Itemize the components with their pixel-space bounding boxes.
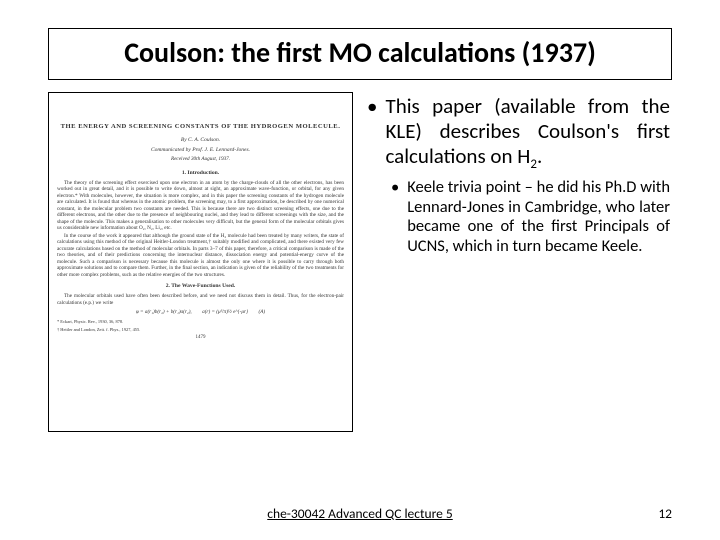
- bullet-dot-icon: •: [391, 178, 399, 256]
- paper-equation: φ = a(r₁)b(r₂) + b(r₁)a(r₂), a(r) = (μ³/…: [57, 309, 344, 316]
- paper-ref1: * Eckart, Physic. Rev., 1930, 36, 878.: [57, 319, 344, 325]
- bullet-main: • This paper (available from the KLE) de…: [367, 94, 670, 168]
- slide-title: Coulson: the first MO calculations (1937…: [63, 37, 657, 69]
- bullet-sub-text: Keele trivia point – he did his Ph.D wit…: [407, 178, 670, 256]
- footer-page-number: 12: [658, 505, 672, 522]
- paper-received: Received 30th August, 1937.: [57, 156, 344, 163]
- paper-communicated: Communicated by Prof. J. E. Lennard-Jone…: [57, 147, 344, 154]
- paper-para1: The theory of the screening effect exerc…: [57, 180, 344, 232]
- paper-scan: THE ENERGY AND SCREENING CONSTANTS OF TH…: [57, 99, 344, 341]
- slide: Coulson: the first MO calculations (1937…: [0, 0, 720, 540]
- paper-image-box: THE ENERGY AND SCREENING CONSTANTS OF TH…: [48, 92, 353, 432]
- bullet-list: • This paper (available from the KLE) de…: [367, 92, 672, 432]
- bullet-main-post: .: [537, 143, 542, 169]
- content-row: THE ENERGY AND SCREENING CONSTANTS OF TH…: [48, 92, 672, 432]
- bullet-main-subscript: 2: [530, 157, 537, 172]
- bullet-dot-icon: •: [367, 94, 377, 168]
- bullet-main-pre: This paper (available from the KLE) desc…: [385, 93, 670, 169]
- paper-title: THE ENERGY AND SCREENING CONSTANTS OF TH…: [57, 123, 344, 131]
- paper-para2: In the course of the work it appeared th…: [57, 233, 344, 279]
- paper-author: By C. A. Coulson.: [57, 137, 344, 144]
- paper-pagenum: 1479: [57, 335, 344, 341]
- footer-center: che-30042 Advanced QC lecture 5: [0, 505, 720, 522]
- slide-footer: che-30042 Advanced QC lecture 5 12: [0, 504, 720, 522]
- title-box: Coulson: the first MO calculations (1937…: [48, 28, 672, 80]
- paper-section1: 1. Introduction.: [57, 170, 344, 177]
- paper-section2: 2. The Wave-Functions Used.: [57, 283, 344, 290]
- paper-para3: The molecular orbitals used have often b…: [57, 293, 344, 306]
- bullet-sub: • Keele trivia point – he did his Ph.D w…: [391, 178, 670, 256]
- paper-ref2: † Heitler and London, Zeit. f. Phys., 19…: [57, 327, 344, 333]
- bullet-main-text: This paper (available from the KLE) desc…: [385, 94, 670, 168]
